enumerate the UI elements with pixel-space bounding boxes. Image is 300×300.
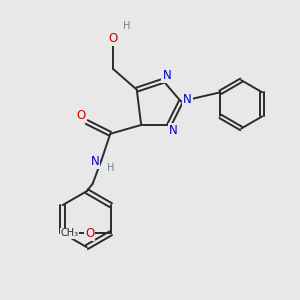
- Text: H: H: [123, 21, 130, 31]
- Text: N: N: [162, 69, 171, 82]
- Text: O: O: [85, 227, 94, 240]
- Text: N: N: [183, 93, 192, 106]
- Text: H: H: [107, 163, 115, 173]
- Text: N: N: [91, 155, 99, 168]
- Text: O: O: [77, 109, 86, 122]
- Text: O: O: [109, 32, 118, 46]
- Text: N: N: [169, 124, 178, 137]
- Text: CH₃: CH₃: [61, 228, 79, 238]
